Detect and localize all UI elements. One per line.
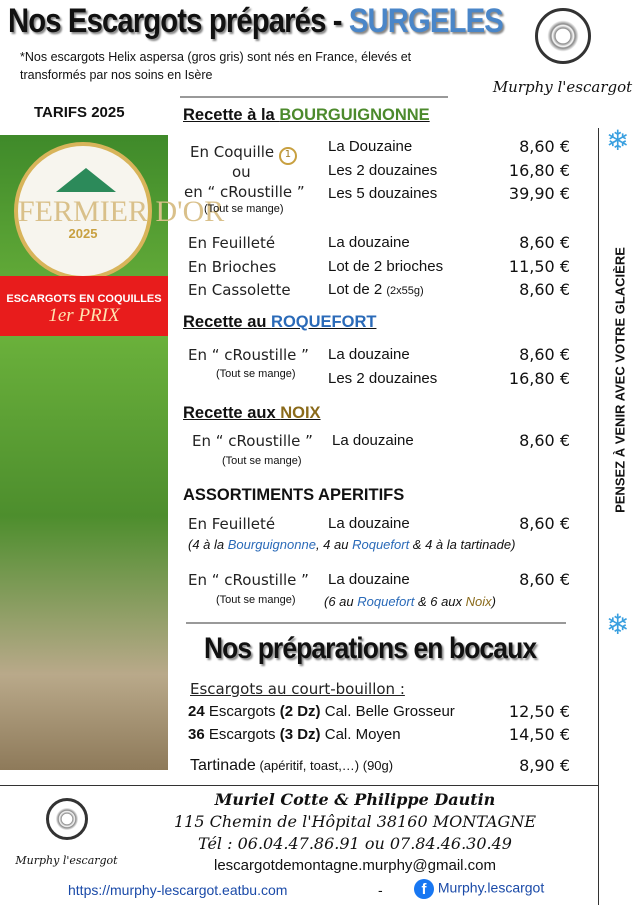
price: 14,50 €	[508, 725, 570, 744]
format-label: En Feuilleté	[188, 515, 276, 533]
price: 11,50 €	[508, 257, 570, 276]
tartinade-row: Tartinade (apéritif, toast,…) (90g)	[190, 757, 394, 774]
side-divider	[598, 128, 599, 905]
email[interactable]: lescargotdemontagne.murphy@gmail.com	[213, 857, 497, 874]
bocal-row: 24 Escargots (2 Dz) Cal. Belle Grosseur	[188, 703, 455, 720]
item: Lot de 2 brioches	[328, 258, 444, 275]
format-label: En “ cRoustille ”	[188, 571, 309, 589]
item: La Douzaine	[328, 138, 413, 155]
separator: -	[378, 882, 383, 898]
glaciere-reminder: PENSEZ À VENIR AVEC VOTRE GLACIÈRE	[612, 247, 628, 513]
price: 8,90 €	[519, 756, 570, 775]
phone: Tél : 06.04.47.86.91 ou 07.84.46.30.49	[198, 834, 512, 853]
format-label: En Cassolette	[188, 281, 291, 299]
price: 16,80 €	[508, 161, 570, 180]
item: Les 2 douzaines	[328, 162, 438, 179]
price: 16,80 €	[508, 369, 570, 388]
facebook-link[interactable]: f Murphy.lescargot	[414, 879, 544, 899]
item: La douzaine	[328, 234, 410, 251]
page-title: Nos Escargots préparés - SURGELES	[8, 2, 504, 40]
footer-logo: Murphy l'escargot	[14, 792, 119, 867]
mountain-icon	[56, 168, 116, 192]
bocal-row: 36 Escargots (3 Dz) Cal. Moyen	[188, 726, 401, 743]
or-label: ou	[232, 163, 251, 181]
prize-banner: ESCARGOTS EN COQUILLES 1er PRIX	[0, 276, 168, 336]
bocaux-subtitle: Escargots au court-bouillon :	[190, 680, 405, 698]
price: 12,50 €	[508, 702, 570, 721]
item: La douzaine	[328, 515, 410, 532]
tout-se-mange: (Tout se mange)	[216, 594, 296, 606]
item: Les 5 douzaines	[328, 185, 438, 202]
price: 8,60 €	[519, 280, 570, 299]
snail-icon	[45, 798, 88, 840]
format-label: En “ cRoustille ”	[188, 346, 309, 364]
tout-se-mange: (Tout se mange)	[222, 455, 302, 467]
murphy-logo: Murphy l'escargot	[490, 2, 635, 120]
origin-note: *Nos escargots Helix aspersa (gros gris)…	[20, 50, 412, 82]
coquille-label: En Coquille 1	[190, 143, 297, 165]
owner-names: Muriel Cotte & Philippe Dautin	[214, 790, 496, 809]
website-link[interactable]: https://murphy-lescargot.eatbu.com	[68, 882, 288, 898]
fermier-dor-medal: FERMIER D'OR 2025	[14, 142, 224, 280]
section-assortiments: ASSORTIMENTS APERITIFS	[183, 486, 405, 504]
item: Lot de 2 (2x55g)	[328, 281, 424, 298]
price: 8,60 €	[519, 514, 570, 533]
price: 8,60 €	[519, 233, 570, 252]
address: 115 Chemin de l'Hôpital 38160 MONTAGNE	[173, 812, 537, 831]
format-label: En Feuilleté	[188, 234, 276, 252]
croustille-label: en “ cRoustille ”	[184, 183, 305, 201]
facebook-icon: f	[414, 879, 434, 899]
assortiment-detail: (4 à la Bourguignonne, 4 au Roquefort & …	[188, 537, 516, 552]
section-bourguignonne: Recette à la BOURGUIGNONNE	[183, 106, 430, 124]
item: Les 2 douzaines	[328, 370, 438, 387]
tout-se-mange: (Tout se mange)	[204, 203, 284, 215]
medal-icon: 1	[278, 147, 297, 165]
format-label: En Brioches	[188, 258, 277, 276]
tout-se-mange: (Tout se mange)	[216, 368, 296, 380]
footer-divider	[0, 785, 598, 786]
price: 8,60 €	[519, 137, 570, 156]
section-roquefort: Recette au ROQUEFORT	[183, 313, 377, 331]
price: 8,60 €	[519, 345, 570, 364]
format-label: En “ cRoustille ”	[192, 432, 313, 450]
item: La douzaine	[328, 346, 410, 363]
price: 8,60 €	[519, 570, 570, 589]
divider	[180, 96, 448, 98]
item: La douzaine	[328, 571, 410, 588]
snail-icon	[534, 8, 591, 64]
price: 8,60 €	[519, 431, 570, 450]
item: La douzaine	[332, 432, 414, 449]
divider	[186, 622, 566, 624]
tarifs-label: TARIFS 2025	[34, 104, 125, 121]
price: 39,90 €	[508, 184, 570, 203]
assortiment-detail: (6 au Roquefort & 6 aux Noix)	[324, 594, 497, 609]
snowflake-icon: ❄	[606, 125, 630, 156]
bocaux-title: Nos préparations en bocaux	[204, 632, 537, 665]
section-noix: Recette aux NOIX	[183, 404, 321, 422]
snowflake-icon: ❄	[606, 609, 630, 640]
